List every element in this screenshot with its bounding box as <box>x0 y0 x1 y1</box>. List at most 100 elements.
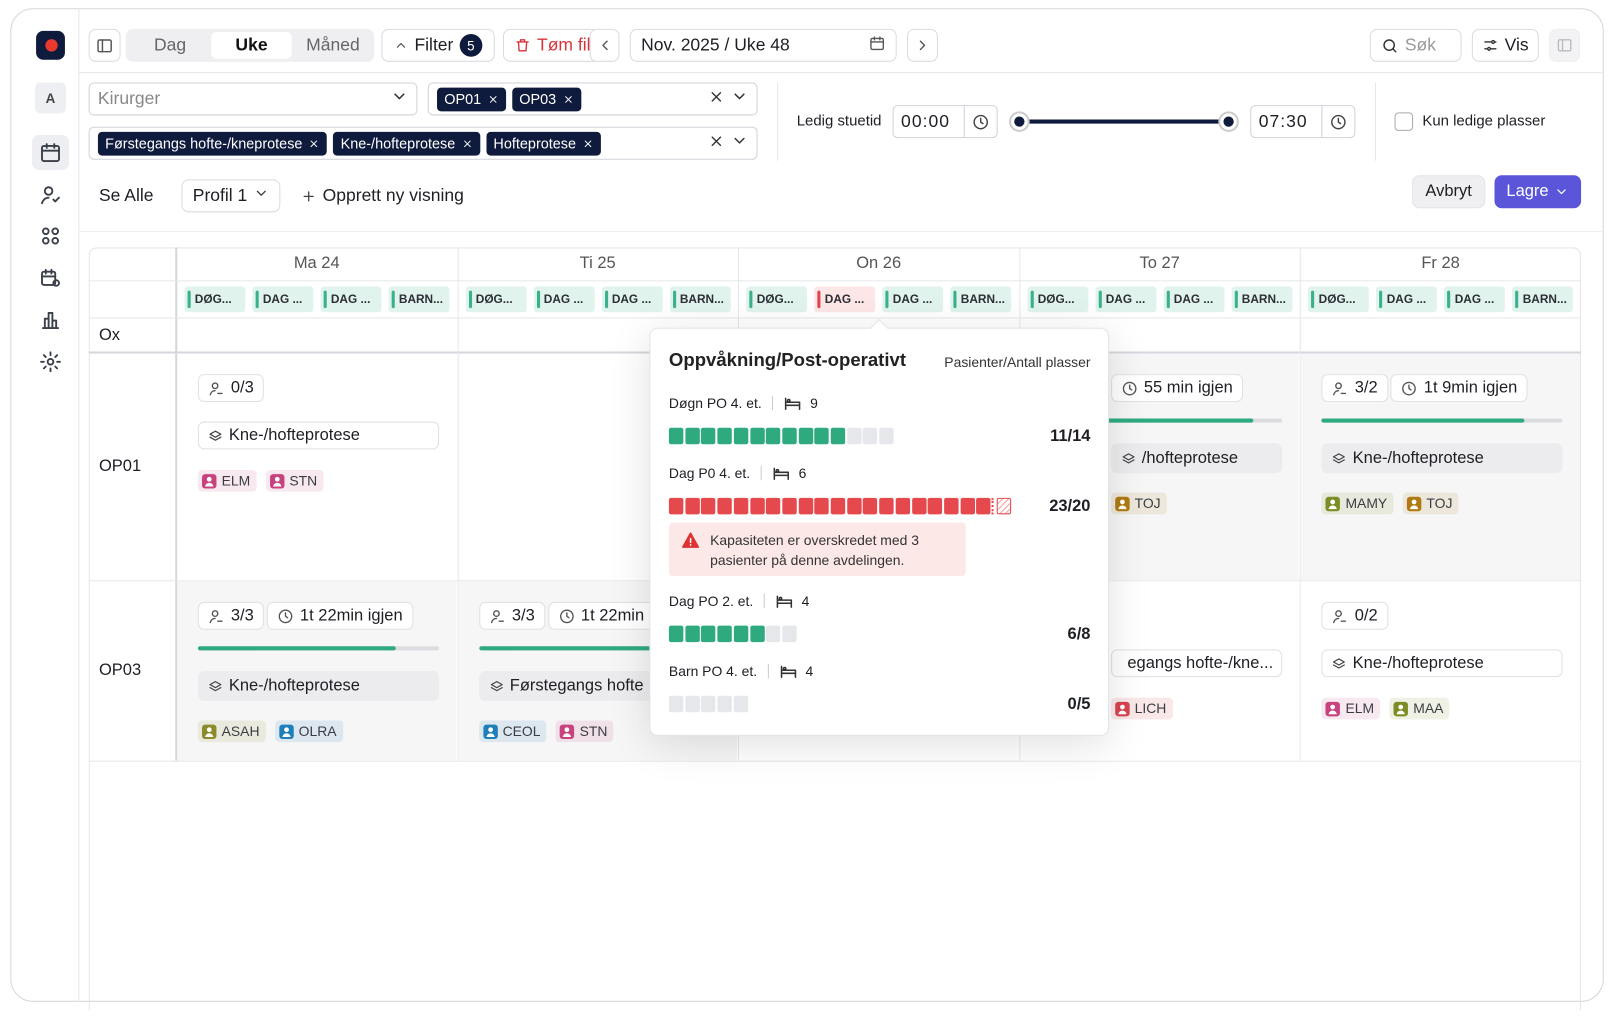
icon <box>209 609 223 623</box>
view-option[interactable]: Dag <box>130 32 210 59</box>
surgeon-tag[interactable]: TOJ <box>1402 492 1459 515</box>
sidebar-toggle[interactable] <box>88 28 121 62</box>
surgeon-tag[interactable]: OLRA <box>274 720 343 743</box>
schedule-cell[interactable]: 3/3 1t 22min igjen Kne-/hofteprotese ASAH OL… <box>177 581 457 761</box>
view-option[interactable]: Måned <box>293 32 373 59</box>
capacity-square <box>830 497 846 515</box>
period-picker[interactable]: Nov. 2025 / Uke 48 <box>629 28 897 62</box>
icon <box>1331 114 1346 129</box>
unit-tag-text: DAG ... <box>892 293 933 306</box>
cancel-button[interactable]: Avbryt <box>1412 175 1486 209</box>
unit-tag[interactable]: BARN... <box>669 286 731 313</box>
surgeon-tag[interactable]: CEOL <box>478 720 547 743</box>
surgeon-icon <box>202 724 217 739</box>
surgeon-tag[interactable]: MAMY <box>1321 492 1394 515</box>
capacity-square <box>863 497 878 515</box>
slider-track[interactable] <box>1019 119 1229 124</box>
surgeon-tag[interactable]: MAA <box>1389 697 1450 720</box>
unit-tag[interactable]: DØG... <box>465 286 527 313</box>
room-select[interactable]: OP01 OP03 <box>427 82 758 116</box>
time-from[interactable]: 00:00 <box>892 105 998 139</box>
see-all[interactable]: Se Alle <box>99 181 171 210</box>
capacity-popup: Oppvåkning/Post-operativt Pasienter/Antal… <box>649 319 1110 736</box>
icon-shape <box>206 476 212 482</box>
surgeon-tag[interactable]: LICH <box>1110 697 1173 720</box>
icon-shape <box>51 236 60 245</box>
unit-tag[interactable]: BARN... <box>1512 286 1574 313</box>
unit-sep <box>760 465 762 481</box>
icon <box>682 532 700 548</box>
unit-tag[interactable]: DØG... <box>184 286 246 313</box>
unit-tag[interactable]: BARN... <box>1231 286 1293 313</box>
schedule-cell[interactable]: 3/2 1t 9min igjen Kne-/hofteprotese MAMY TOJ <box>1301 353 1581 581</box>
panel-button[interactable] <box>1549 28 1581 62</box>
unit-tag[interactable]: BARN... <box>950 286 1012 313</box>
unit-tag[interactable]: DAG ... <box>1376 286 1438 313</box>
nav-icon[interactable] <box>39 267 62 290</box>
surgeon-tag[interactable]: STN <box>265 469 324 492</box>
unit-tag[interactable]: DAG ... <box>320 286 382 313</box>
schedule-cell[interactable]: 0/2 Kne-/hofteprotese ELM MAA <box>1301 581 1581 761</box>
chevron <box>391 88 409 111</box>
time-to-value-text: 07:30 <box>1258 111 1308 131</box>
column-line <box>457 247 459 761</box>
unit-tag[interactable]: DØG... <box>1027 286 1089 313</box>
occupancy-label: 11/14 <box>991 426 1090 449</box>
unit-tag[interactable]: DAG ... <box>601 286 663 313</box>
unit-tag[interactable]: DØG... <box>1308 286 1370 313</box>
nav-icon[interactable] <box>39 141 62 164</box>
unit-tag[interactable]: DAG ... <box>252 286 314 313</box>
view-option[interactable]: Uke <box>211 31 292 59</box>
save-button[interactable]: Lagre <box>1494 175 1582 209</box>
icon <box>1557 189 1567 195</box>
slider-thumb[interactable] <box>1218 111 1239 132</box>
icon-shape <box>41 143 60 152</box>
time-left-text: 1t 22min <box>580 606 645 625</box>
unit-tag[interactable]: DAG ... <box>1444 286 1506 313</box>
schedule-cell[interactable]: 0/3 Kne-/hofteprotese ELM STN <box>177 353 457 581</box>
surgeon-tag[interactable]: TOJ <box>1110 492 1167 515</box>
surgeon-tag[interactable]: ELM <box>197 469 257 492</box>
icon <box>463 139 471 147</box>
show-button[interactable]: Vis <box>1471 28 1539 62</box>
profile-select[interactable]: Profil 1 <box>181 179 281 213</box>
nav-icon[interactable] <box>39 309 62 332</box>
nav-icon[interactable] <box>39 183 62 206</box>
capacity-square <box>863 427 878 445</box>
prev-button[interactable] <box>589 28 620 62</box>
unit-tag[interactable]: DAG ... <box>814 286 876 313</box>
icon <box>1484 39 1497 51</box>
icon-shape <box>1396 710 1406 714</box>
new-view[interactable]: Opprett ny visning <box>301 181 507 210</box>
day-header-text: Ti 25 <box>579 254 616 273</box>
surgeon-tag[interactable]: ELM <box>1321 697 1381 720</box>
unit-tag[interactable]: DAG ... <box>882 286 944 313</box>
capacity-square <box>879 427 894 445</box>
surgeon-tag[interactable]: ASAH <box>197 720 266 743</box>
time-to[interactable]: 07:30 <box>1250 105 1356 139</box>
nav-icon[interactable] <box>39 350 62 373</box>
filter-divider <box>777 82 779 161</box>
nav-icon[interactable] <box>39 225 62 248</box>
procedure-select[interactable]: Førstegangs hofte-/kneprotese Kne-/hoftep… <box>88 126 758 160</box>
capacity-square <box>798 497 813 515</box>
unit-tag-text: DAG ... <box>1105 293 1146 306</box>
filter-button[interactable]: Filter 5 <box>381 28 495 62</box>
unit-tag[interactable]: DAG ... <box>533 286 595 313</box>
unit-tag[interactable]: DAG ... <box>1163 286 1225 313</box>
unit-tag[interactable]: DAG ... <box>1095 286 1157 313</box>
slider-thumb[interactable] <box>1009 111 1030 132</box>
capacity-square <box>717 497 732 515</box>
search-box[interactable]: Søk <box>1369 28 1462 62</box>
unit-tag[interactable]: BARN... <box>388 286 450 313</box>
icon-shape <box>564 95 572 103</box>
clear-filter-button[interactable]: Tøm fil <box>502 28 601 62</box>
unit-tag[interactable]: DØG... <box>746 286 808 313</box>
only-free-checkbox[interactable] <box>1394 112 1414 131</box>
time-left-text: 1t 22min igjen <box>299 606 403 625</box>
next-button[interactable] <box>907 28 938 62</box>
unit-tag-text: DAG ... <box>330 293 371 306</box>
icon-shape <box>490 680 503 688</box>
surgeon-tag[interactable]: STN <box>555 720 614 743</box>
surgeon-select[interactable]: Kirurger <box>88 82 418 116</box>
